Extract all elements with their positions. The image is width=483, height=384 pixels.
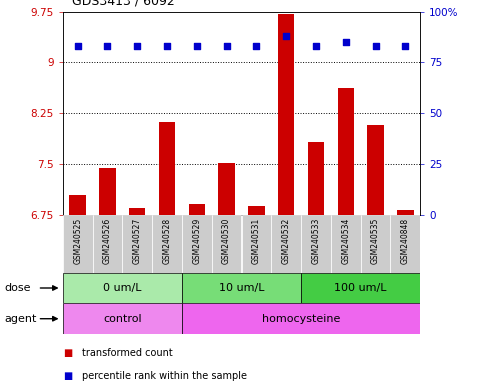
Point bbox=[372, 43, 380, 49]
Point bbox=[342, 39, 350, 45]
Text: GSM240535: GSM240535 bbox=[371, 218, 380, 264]
Text: GSM240525: GSM240525 bbox=[73, 218, 82, 264]
Bar bbox=[182, 273, 301, 303]
Bar bbox=[301, 273, 420, 303]
Bar bbox=[93, 215, 122, 273]
Bar bbox=[368, 125, 384, 215]
Bar bbox=[361, 215, 390, 273]
Text: 100 um/L: 100 um/L bbox=[334, 283, 387, 293]
Point bbox=[193, 43, 201, 49]
Bar bbox=[278, 13, 294, 215]
Point bbox=[74, 43, 82, 49]
Bar bbox=[271, 215, 301, 273]
Point bbox=[163, 43, 171, 49]
Bar bbox=[248, 206, 265, 215]
Bar bbox=[301, 215, 331, 273]
Bar bbox=[397, 210, 413, 215]
Point bbox=[133, 43, 141, 49]
Bar bbox=[70, 195, 86, 215]
Text: control: control bbox=[103, 314, 142, 324]
Text: GSM240528: GSM240528 bbox=[163, 218, 171, 264]
Text: GSM240532: GSM240532 bbox=[282, 218, 291, 264]
Bar bbox=[390, 215, 420, 273]
Bar bbox=[182, 215, 212, 273]
Bar bbox=[242, 215, 271, 273]
Point bbox=[253, 43, 260, 49]
Bar bbox=[331, 215, 361, 273]
Text: GSM240533: GSM240533 bbox=[312, 218, 320, 264]
Text: dose: dose bbox=[5, 283, 31, 293]
Bar bbox=[308, 142, 324, 215]
Text: ■: ■ bbox=[63, 348, 72, 358]
Bar bbox=[182, 303, 420, 334]
Bar bbox=[159, 122, 175, 215]
Text: GSM240531: GSM240531 bbox=[252, 218, 261, 264]
Text: agent: agent bbox=[5, 314, 37, 324]
Bar bbox=[63, 303, 182, 334]
Bar bbox=[63, 273, 182, 303]
Text: transformed count: transformed count bbox=[82, 348, 173, 358]
Text: GSM240529: GSM240529 bbox=[192, 218, 201, 264]
Bar bbox=[218, 163, 235, 215]
Text: ■: ■ bbox=[63, 371, 72, 381]
Text: 0 um/L: 0 um/L bbox=[103, 283, 142, 293]
Text: 10 um/L: 10 um/L bbox=[219, 283, 264, 293]
Bar bbox=[122, 215, 152, 273]
Bar bbox=[63, 215, 93, 273]
Point bbox=[401, 43, 409, 49]
Text: GSM240526: GSM240526 bbox=[103, 218, 112, 264]
Text: percentile rank within the sample: percentile rank within the sample bbox=[82, 371, 247, 381]
Text: GSM240530: GSM240530 bbox=[222, 218, 231, 264]
Text: GDS3413 / 6092: GDS3413 / 6092 bbox=[72, 0, 175, 8]
Point bbox=[312, 43, 320, 49]
Text: GSM240527: GSM240527 bbox=[133, 218, 142, 264]
Bar bbox=[129, 208, 145, 215]
Text: homocysteine: homocysteine bbox=[262, 314, 340, 324]
Text: GSM240848: GSM240848 bbox=[401, 218, 410, 264]
Point bbox=[104, 43, 112, 49]
Bar bbox=[338, 88, 354, 215]
Text: GSM240534: GSM240534 bbox=[341, 218, 350, 264]
Bar bbox=[189, 204, 205, 215]
Bar bbox=[99, 167, 115, 215]
Bar bbox=[152, 215, 182, 273]
Bar bbox=[212, 215, 242, 273]
Point bbox=[223, 43, 230, 49]
Point bbox=[282, 33, 290, 39]
